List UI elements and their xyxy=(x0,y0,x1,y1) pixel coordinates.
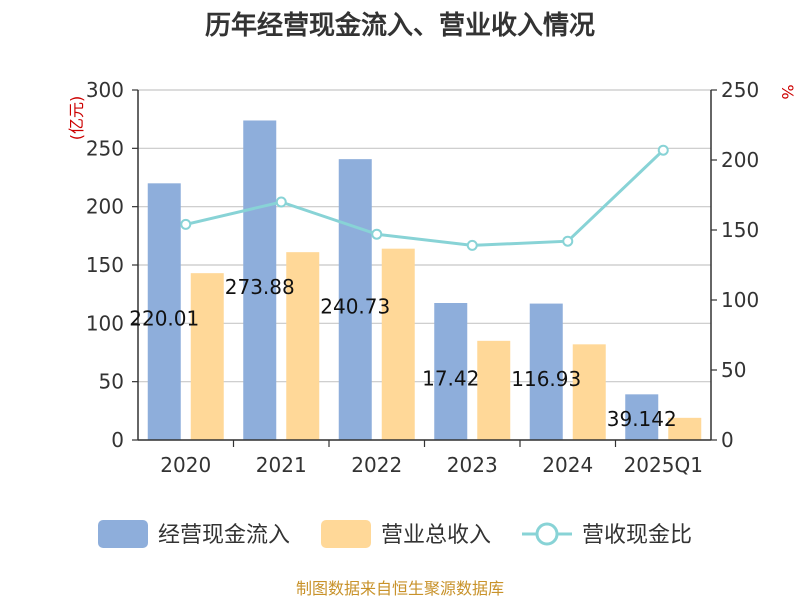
x-tick-label: 2024 xyxy=(542,453,593,477)
x-tick-label: 2025Q1 xyxy=(624,453,703,477)
bar-revenue xyxy=(190,273,224,440)
bar-revenue xyxy=(668,417,702,440)
legend-swatch xyxy=(98,520,148,548)
left-tick-label: 200 xyxy=(86,195,124,219)
line-point xyxy=(657,144,669,156)
x-tick-label: 2022 xyxy=(351,453,402,477)
data-labels: 220.01 273.88 240.73 17.42 116.93 39.142 xyxy=(129,275,676,431)
left-tick-label: 50 xyxy=(99,370,124,394)
bar-cash-inflow xyxy=(243,120,277,441)
line-point xyxy=(275,196,287,208)
legend-label: 营收现金比 xyxy=(582,523,692,548)
data-label: 39.142 xyxy=(607,407,677,431)
line-ratio xyxy=(185,149,665,247)
legend-swatch-marker xyxy=(535,522,559,546)
right-tick-label: 250 xyxy=(721,78,759,102)
bar-revenue xyxy=(572,344,606,440)
data-label: 116.93 xyxy=(511,367,581,391)
line-point xyxy=(371,228,383,240)
line-point xyxy=(466,239,478,251)
bar-revenue xyxy=(286,252,320,440)
right-axis-unit: % xyxy=(778,84,797,99)
data-label: 273.88 xyxy=(225,275,295,299)
legend-label: 营业总收入 xyxy=(381,523,491,548)
right-tick-label: 200 xyxy=(721,148,759,172)
bar-cash-inflow xyxy=(625,394,659,440)
left-tick-label: 300 xyxy=(86,78,124,102)
bar-revenue xyxy=(477,340,511,440)
right-tick-label: 150 xyxy=(721,218,759,242)
line-point xyxy=(562,235,574,247)
left-tick-label: 250 xyxy=(86,136,124,160)
left-tick-label: 100 xyxy=(86,311,124,335)
source-note: 制图数据来自恒生聚源数据库 xyxy=(296,579,504,598)
chart-title: 历年经营现金流入、营业收入情况 xyxy=(205,10,595,41)
bar-revenue xyxy=(381,248,415,440)
bar-cash-inflow xyxy=(434,303,468,440)
left-axis-unit: (亿元) xyxy=(67,96,86,141)
x-tick-label: 2023 xyxy=(447,453,498,477)
data-label: 17.42 xyxy=(422,367,479,391)
left-tick-label: 0 xyxy=(111,428,124,452)
bar-cash-inflow xyxy=(338,159,372,441)
right-tick-label: 50 xyxy=(721,358,746,382)
axes: 050100150200250300050100150200250(亿元)%20… xyxy=(67,78,797,477)
left-tick-label: 150 xyxy=(86,253,124,277)
legend-label: 经营现金流入 xyxy=(158,523,290,548)
data-label: 240.73 xyxy=(320,295,390,319)
right-tick-label: 100 xyxy=(721,288,759,312)
bar-cash-inflow xyxy=(529,303,563,440)
data-label: 220.01 xyxy=(129,307,199,331)
gridlines xyxy=(138,89,711,441)
legend: 经营现金流入 营业总收入 营收现金比 xyxy=(98,520,692,548)
legend-swatch xyxy=(321,520,371,548)
line-point xyxy=(180,218,192,230)
line-series xyxy=(180,144,669,251)
x-tick-label: 2020 xyxy=(160,453,211,477)
x-tick-label: 2021 xyxy=(256,453,307,477)
bar-cash-inflow xyxy=(147,183,181,441)
bars xyxy=(147,120,702,441)
right-tick-label: 0 xyxy=(721,428,734,452)
